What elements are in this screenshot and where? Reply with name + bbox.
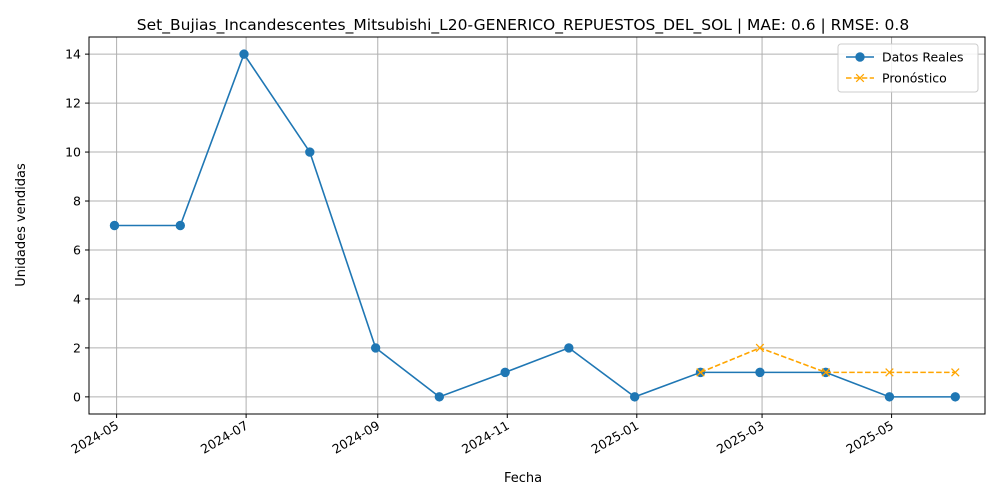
y-tick-label: 12 bbox=[65, 96, 81, 111]
data-point bbox=[950, 392, 960, 402]
data-point bbox=[884, 392, 895, 402]
data-point bbox=[696, 368, 705, 377]
data-point bbox=[305, 147, 315, 157]
series-group bbox=[109, 49, 960, 402]
data-point bbox=[629, 392, 640, 402]
grid bbox=[89, 37, 985, 414]
data-point bbox=[755, 343, 765, 353]
data-point bbox=[855, 52, 865, 62]
x-axis-label: Fecha bbox=[504, 471, 542, 486]
series-2 bbox=[696, 343, 960, 377]
data-point bbox=[951, 368, 960, 377]
y-tick-label: 4 bbox=[73, 291, 81, 306]
plot-frame bbox=[88, 36, 986, 415]
y-tick-label: 2 bbox=[73, 340, 81, 355]
legend-box bbox=[837, 43, 979, 93]
y-axis-label: Unidades vendidas bbox=[14, 163, 29, 287]
legend-label: Datos Reales bbox=[882, 50, 963, 65]
data-point bbox=[109, 220, 120, 231]
y-tick-label: 10 bbox=[65, 145, 81, 160]
series-line bbox=[114, 52, 956, 398]
data-point bbox=[239, 49, 249, 59]
legend: Datos Reales Pronóstico bbox=[837, 43, 979, 93]
data-point bbox=[500, 367, 510, 378]
data-point bbox=[755, 367, 765, 378]
data-point bbox=[564, 343, 574, 353]
y-axis: 0 2 4 6 8 10 12 14 bbox=[65, 47, 89, 404]
data-point bbox=[885, 368, 894, 377]
chart-title: Set_Bujias_Incandescentes_Mitsubishi_L20… bbox=[137, 16, 909, 35]
data-point bbox=[855, 73, 865, 83]
y-tick-label: 14 bbox=[65, 47, 81, 62]
y-tick-label: 8 bbox=[73, 194, 81, 209]
y-tick-label: 6 bbox=[73, 242, 81, 257]
y-tick-label: 0 bbox=[73, 389, 81, 404]
data-point bbox=[434, 392, 445, 402]
data-point bbox=[821, 368, 831, 377]
data-point bbox=[175, 220, 185, 231]
legend-label: Pronóstico bbox=[882, 71, 947, 86]
data-point bbox=[370, 343, 381, 353]
